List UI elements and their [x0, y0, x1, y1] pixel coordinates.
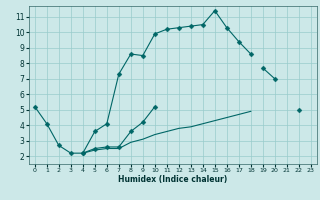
- X-axis label: Humidex (Indice chaleur): Humidex (Indice chaleur): [118, 175, 228, 184]
